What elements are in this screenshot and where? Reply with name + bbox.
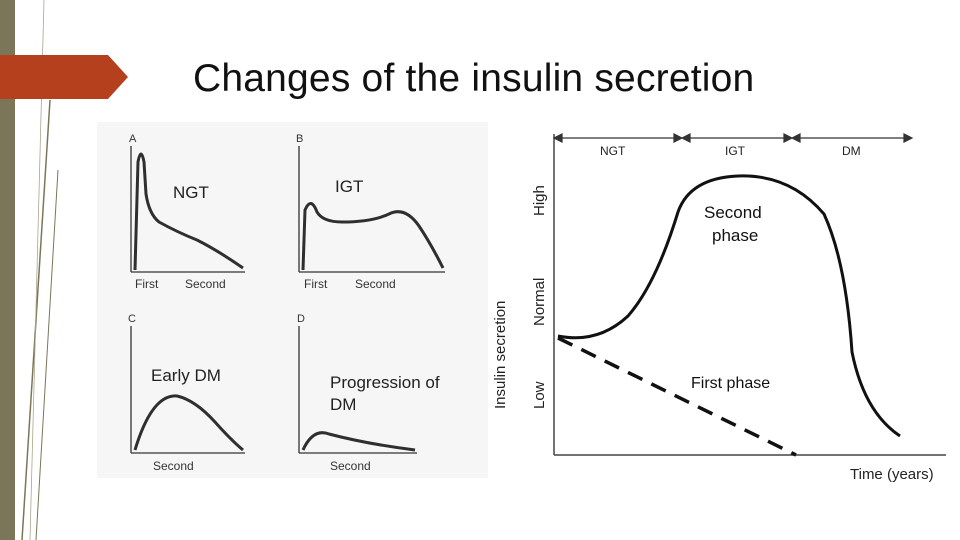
- panel-a-label-second: Second: [185, 277, 226, 291]
- panel-c-early-dm: C Early DM Second: [128, 313, 245, 473]
- panel-d-name-line1: Progression of: [330, 373, 440, 392]
- y-level-high: High: [531, 185, 548, 216]
- second-phase-label-line2: phase: [712, 226, 758, 245]
- title-arrow-icon: [0, 55, 128, 99]
- panel-b-igt: B IGT First Second: [296, 133, 445, 291]
- panel-c-letter: C: [128, 313, 136, 325]
- panel-d-label-second: Second: [330, 459, 371, 473]
- y-axis-title: Insulin secretion: [492, 301, 509, 409]
- panel-a-label-first: First: [135, 277, 159, 291]
- panel-a-ngt: A NGT First Second: [129, 133, 245, 291]
- second-phase-curve: [557, 174, 901, 438]
- panel-a-letter: A: [129, 133, 137, 145]
- panel-a-name: NGT: [173, 183, 209, 202]
- panel-d-curve: [301, 431, 416, 452]
- panel-c-curve: [133, 394, 244, 452]
- panel-b-curve: [301, 202, 445, 271]
- slide-title: Changes of the insulin secretion: [193, 57, 755, 100]
- panel-c-name: Early DM: [151, 366, 221, 385]
- stage-ranges: [552, 133, 914, 143]
- y-level-normal: Normal: [531, 278, 548, 326]
- panel-b-label-first: First: [304, 277, 328, 291]
- insulin-progression-diagram: Insulin secretion Low Normal High NGT IG…: [492, 133, 946, 483]
- panel-b-name: IGT: [335, 177, 363, 196]
- sidebar-decoration: [0, 0, 59, 540]
- first-phase-label: First phase: [691, 375, 770, 392]
- stage-ngt: NGT: [600, 144, 626, 158]
- insulin-patterns-figure: A NGT First Second B IGT First Second C …: [97, 122, 488, 478]
- panel-d-name-line2: DM: [330, 395, 356, 414]
- panel-d-letter: D: [297, 313, 305, 325]
- x-axis-title: Time (years): [850, 466, 934, 483]
- panel-b-letter: B: [296, 133, 303, 145]
- panel-a-curve: [133, 152, 244, 271]
- stage-igt: IGT: [725, 144, 746, 158]
- first-phase-line: [557, 336, 797, 457]
- stage-dm: DM: [842, 144, 861, 158]
- y-level-low: Low: [531, 381, 548, 409]
- second-phase-label-line1: Second: [704, 203, 762, 222]
- panel-d-progression-dm: D Progression of DM Second: [297, 313, 440, 473]
- panel-c-label-second: Second: [153, 459, 194, 473]
- panel-b-label-second: Second: [355, 277, 396, 291]
